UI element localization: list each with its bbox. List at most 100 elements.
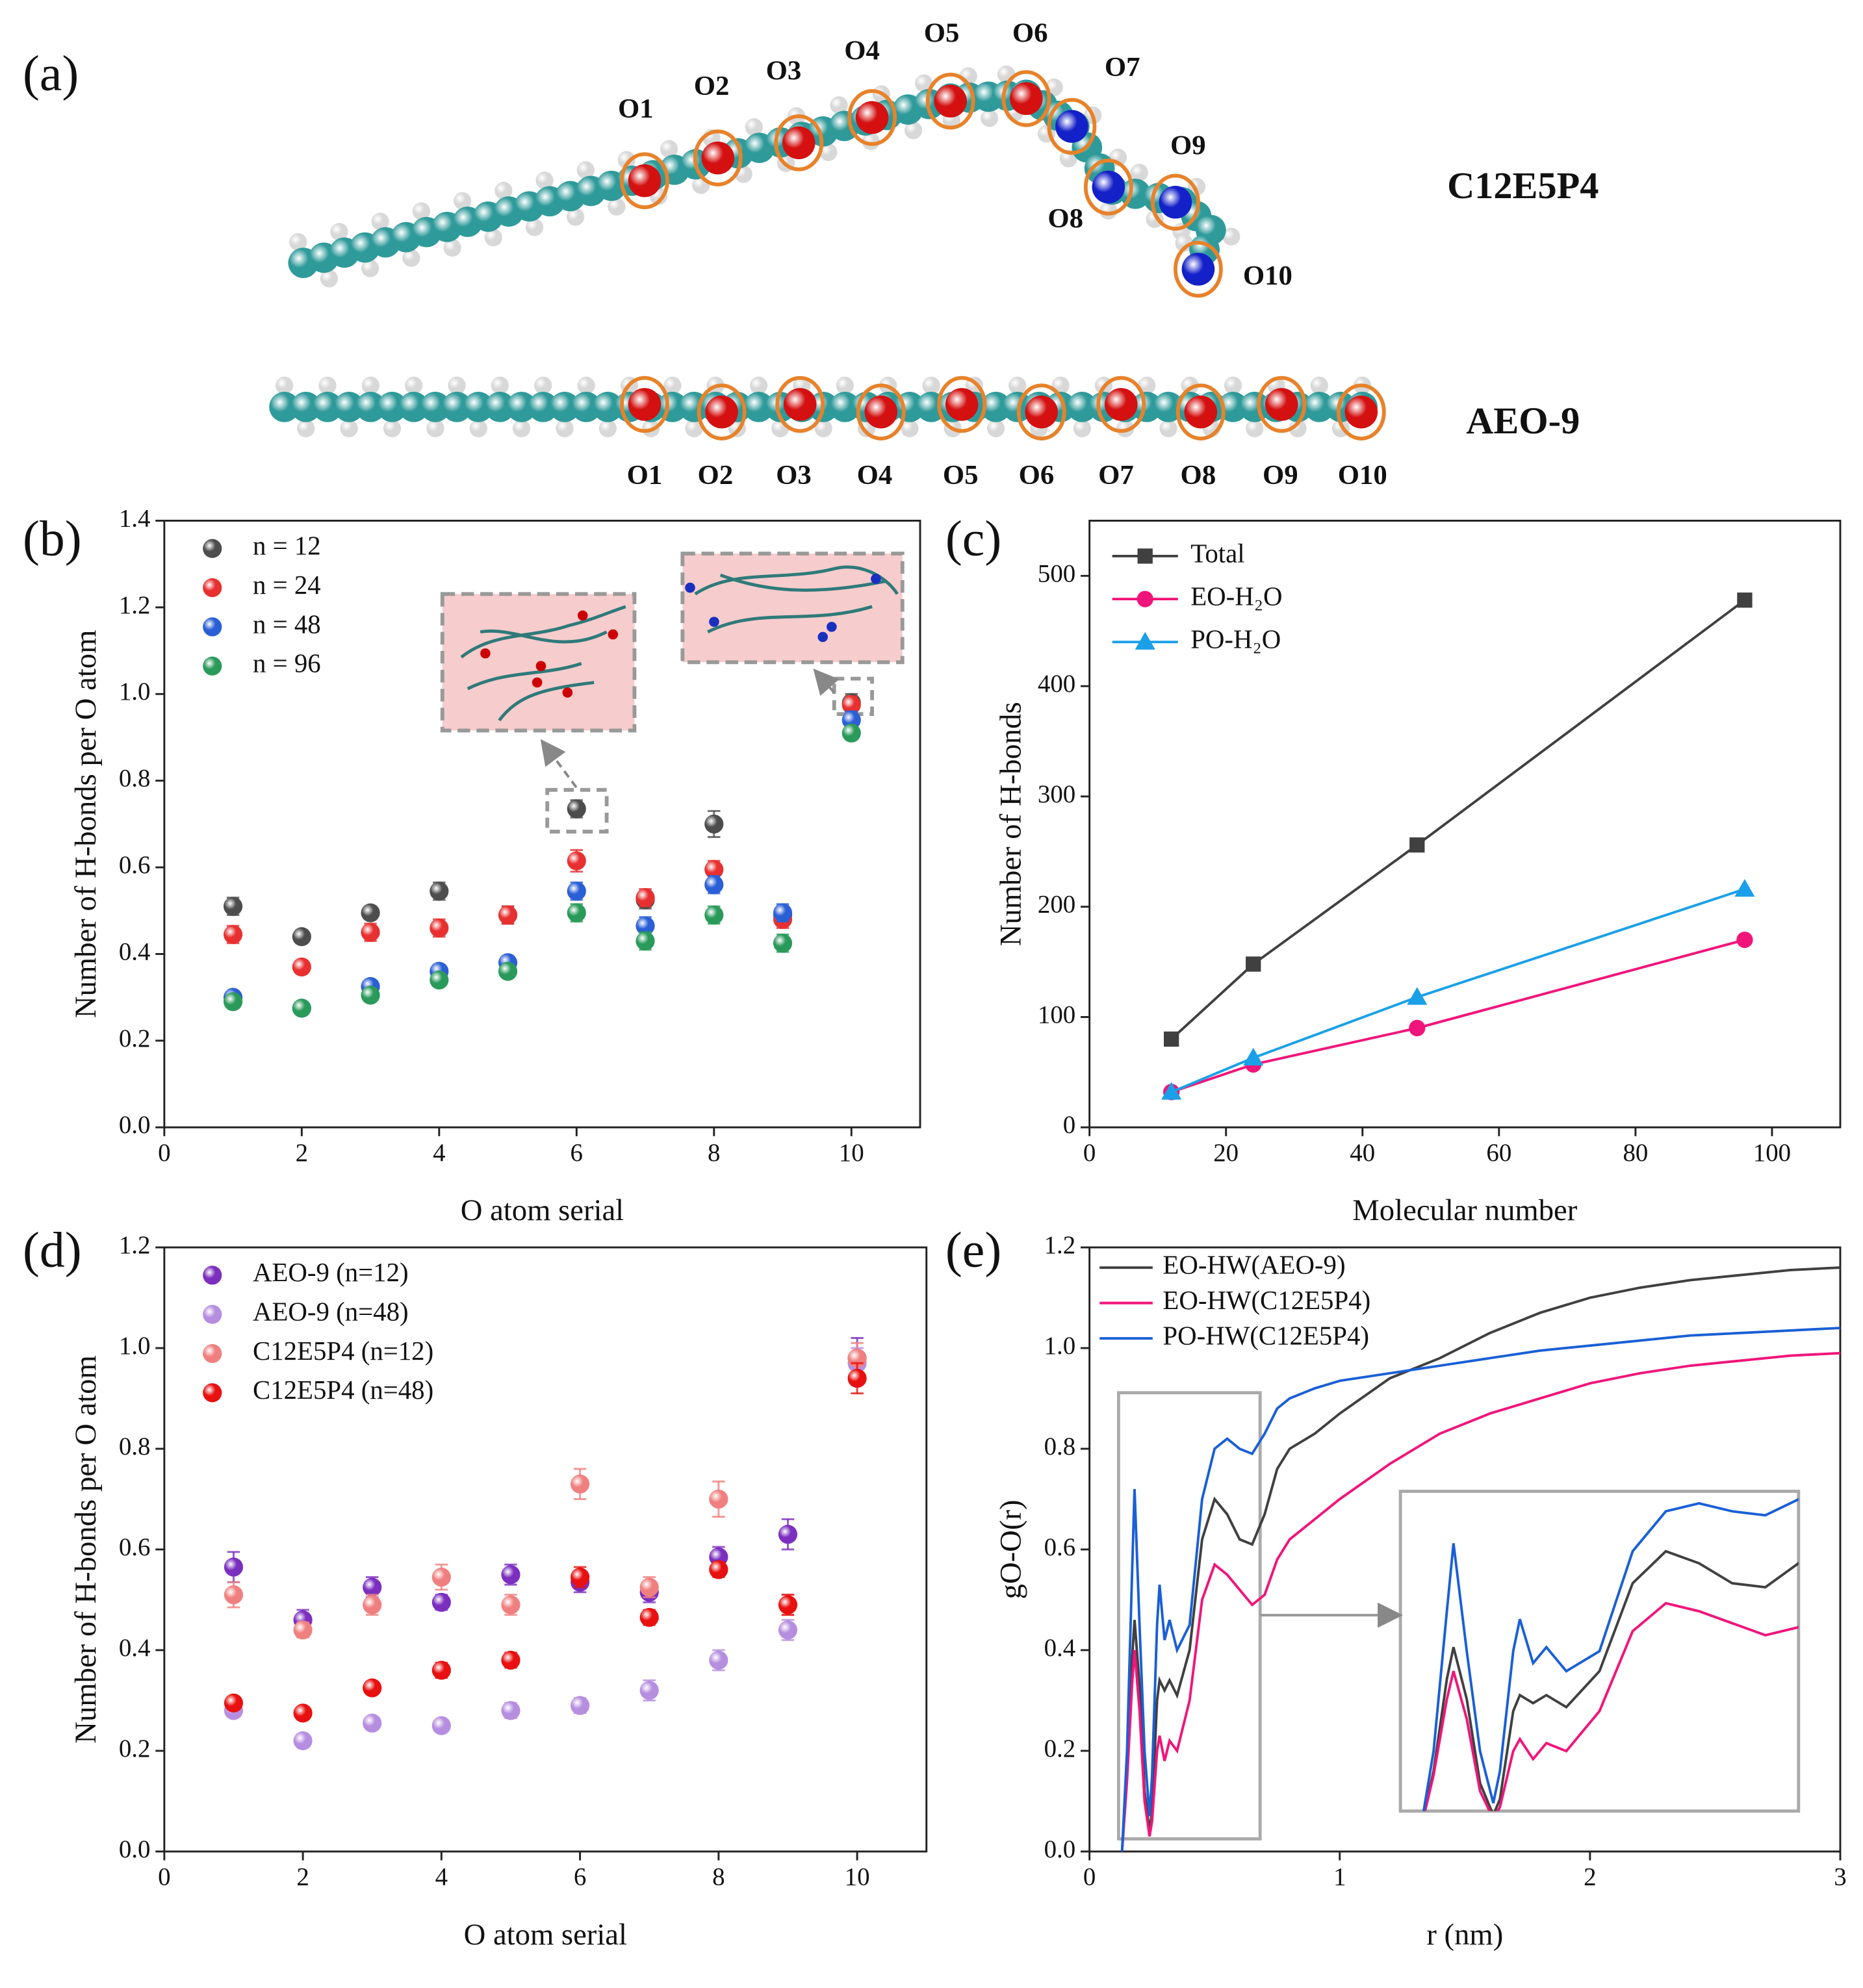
data-point [430, 970, 449, 990]
data-point [363, 1678, 382, 1698]
data-point [501, 1565, 520, 1585]
x-tick-label: 4 [433, 1139, 445, 1167]
hydrogen-atom [567, 208, 585, 226]
data-point [430, 882, 449, 901]
data-point [498, 905, 518, 925]
oxygen-highlight [620, 376, 669, 433]
legend-marker [1135, 631, 1155, 650]
x-tick-label: 6 [571, 1139, 583, 1167]
y-tick-label: 0 [1063, 1111, 1075, 1139]
hydrogen-atom [598, 419, 617, 438]
hydrogen-atom [330, 223, 348, 241]
hydrogen-atom [513, 419, 531, 438]
oxygen-label: O7 [1105, 52, 1140, 83]
x-axis-label: r (nm) [1426, 1918, 1503, 1952]
carbon-atom [528, 392, 559, 422]
x-tick-label: 40 [1350, 1139, 1375, 1167]
data-point [431, 1661, 451, 1680]
data-point [431, 1716, 451, 1735]
x-tick-label: 0 [1083, 1863, 1096, 1891]
data-point [292, 957, 311, 977]
oxygen-label: O4 [857, 460, 893, 491]
plot-frame [163, 520, 921, 1128]
oxygen-label: O8 [1047, 203, 1083, 234]
x-tick-label: 0 [158, 1863, 170, 1891]
y-tick-label: 1.2 [119, 1231, 151, 1259]
oxygen-label: O2 [698, 460, 734, 491]
oxygen-highlight [1173, 240, 1223, 298]
oxygen-label: O5 [924, 18, 960, 48]
data-point [567, 799, 586, 819]
oxygen-highlight [774, 114, 824, 172]
panel-label: (d) [23, 1222, 82, 1278]
data-point [639, 1607, 659, 1627]
data-point [773, 903, 793, 923]
carbon-atom [1131, 392, 1163, 422]
hydrogen-atom [556, 419, 574, 438]
data-point [709, 1650, 728, 1670]
hydrogen-atom [276, 376, 294, 394]
y-axis-label: Number of H-bonds per O atom [69, 1355, 103, 1744]
oxygen-highlight [1176, 383, 1226, 440]
data-point [501, 1650, 520, 1670]
x-tick-label: 20 [1213, 1139, 1239, 1167]
data-point [571, 1474, 590, 1494]
hydrogen-atom [454, 192, 472, 210]
data-point [567, 882, 586, 901]
oxygen-atom [855, 101, 889, 134]
hydrogen-atom [1116, 419, 1135, 438]
molecule-name: C12E5P4 [1447, 164, 1599, 207]
y-tick-label: 0.0 [119, 1111, 151, 1139]
hydrogen-atom [383, 419, 402, 438]
legend-label: PO-HW(C12E5P4) [1163, 1321, 1369, 1350]
data-point [293, 1703, 313, 1723]
oxygen-highlight [1336, 383, 1386, 440]
hydrogen-atom [534, 376, 552, 394]
legend-marker [203, 578, 222, 598]
snapshot-insets [440, 552, 905, 834]
data-point [1243, 1047, 1264, 1065]
hydrogen-atom [318, 376, 337, 394]
data-point [1409, 1019, 1426, 1037]
y-tick-label: 1.0 [1044, 1332, 1076, 1360]
oxygen-highlight [856, 383, 906, 440]
data-point [224, 1693, 244, 1713]
oxygen-highlight [775, 376, 825, 433]
data-point [430, 918, 449, 938]
hydrogen-atom [617, 151, 636, 169]
oxygen-label: O7 [1098, 460, 1134, 491]
oxygen-atom [628, 164, 662, 198]
x-tick-label: 60 [1486, 1139, 1511, 1167]
oxygen-atom [1092, 170, 1125, 204]
data-line [1170, 887, 1745, 1093]
data-point [567, 903, 586, 923]
hydrogen-atom [1310, 376, 1328, 394]
data-point [842, 695, 861, 715]
hydrogen-atom [1130, 164, 1148, 182]
legend-label: Total [1190, 539, 1244, 568]
data-point [292, 999, 311, 1018]
y-tick-label: 0.8 [1044, 1433, 1076, 1460]
oxygen-label: O1 [627, 460, 663, 491]
carbon-atom [592, 392, 623, 422]
hydrogen-atom [412, 202, 431, 220]
data-point [636, 916, 655, 936]
legend-label: AEO-9 (n=48) [253, 1297, 409, 1327]
y-axis-label: Number of H-bonds [994, 702, 1028, 946]
hydrogen-atom [771, 419, 790, 438]
data-point [1736, 931, 1753, 949]
y-tick-label: 0.0 [119, 1835, 151, 1863]
oxygen-label: O9 [1263, 460, 1298, 491]
y-tick-label: 1.2 [119, 591, 151, 619]
rdf-curve [1120, 1266, 1840, 1852]
hydrogen-atom [901, 419, 919, 438]
oxygen-atom [864, 395, 897, 429]
oxygen-highlight [847, 89, 897, 146]
hydrogen-atom [402, 249, 420, 267]
data-point [361, 986, 380, 1005]
carbon-atom [355, 392, 386, 422]
rdf-curve [1120, 1351, 1840, 1852]
hydrogen-atom [663, 376, 682, 394]
oxygen-highlight [1001, 70, 1051, 127]
y-tick-label: 0.2 [119, 1025, 151, 1052]
